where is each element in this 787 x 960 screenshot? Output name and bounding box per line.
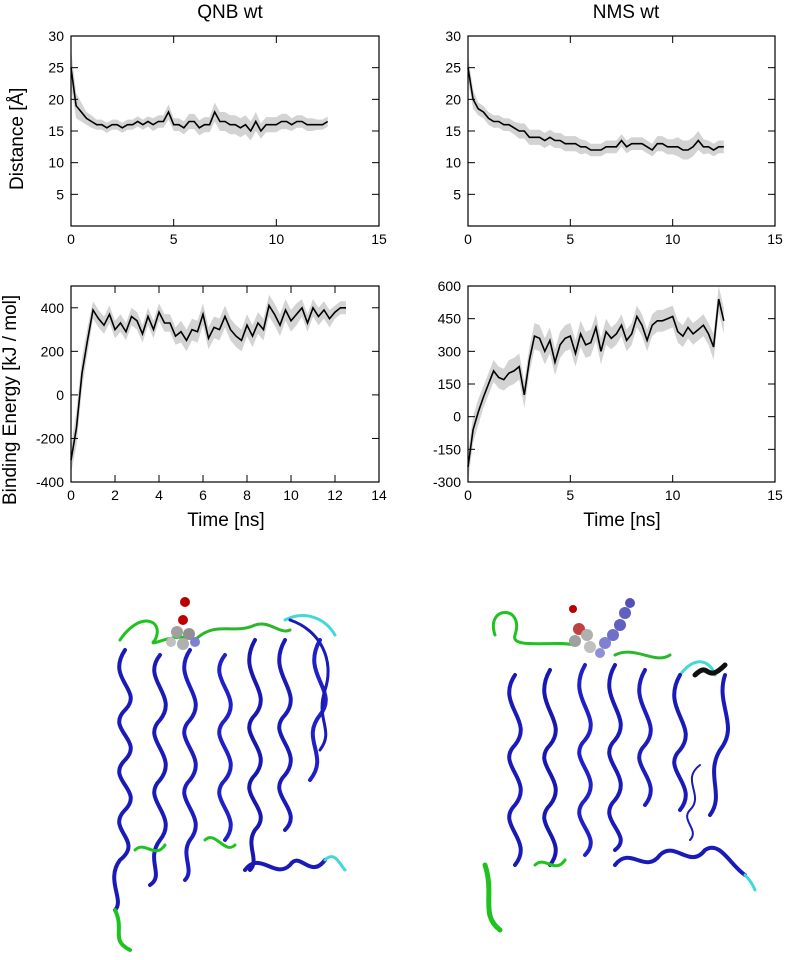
y-tick-label: 15 <box>48 123 64 139</box>
x-tick-label: 0 <box>464 231 472 247</box>
x-tick-label: 0 <box>67 487 75 503</box>
y-tick-label: 400 <box>41 300 65 316</box>
x-tick-label: 0 <box>67 231 75 247</box>
protein-structure-qnb-image <box>112 597 347 952</box>
chart-3: 0 2 4 6 8 10 12 14 -400 -200 0 200 400 <box>36 285 387 503</box>
chart-4: 0 5 10 15 -300 -150 0 150 300 450 600 <box>433 278 783 503</box>
ylabel-distance: Distance [Å] <box>7 87 28 190</box>
series-line <box>70 67 329 133</box>
x-tick-label: 15 <box>767 231 783 247</box>
x-tick-label: 10 <box>665 487 681 503</box>
y-tick-label: 25 <box>48 60 64 76</box>
std-band <box>71 294 346 474</box>
y-tick-label: 10 <box>48 155 64 171</box>
y-tick-label: 450 <box>438 311 462 327</box>
y-tick-label: 15 <box>445 123 461 139</box>
x-tick-label: 5 <box>566 231 574 247</box>
series-line <box>467 67 724 152</box>
x-tick-label: 12 <box>327 487 343 503</box>
y-tick-label: 10 <box>445 155 461 171</box>
x-tick-label: 5 <box>170 231 178 247</box>
std-band <box>71 48 328 141</box>
y-tick-label: 5 <box>453 186 461 202</box>
std-band <box>468 286 724 482</box>
xlabel-time-right: Time [ns] <box>583 510 661 531</box>
x-tick-label: 15 <box>767 487 783 503</box>
x-tick-label: 8 <box>243 487 251 503</box>
chart-1: 0 5 10 15 5 10 15 20 25 30 <box>48 28 387 247</box>
protein-structure-nms-image <box>482 598 757 933</box>
y-tick-label: 0 <box>56 387 64 403</box>
chart-title-nms: NMS wt <box>592 2 660 23</box>
x-tick-label: 15 <box>371 231 387 247</box>
y-tick-label: 20 <box>445 91 461 107</box>
y-tick-label: -300 <box>433 474 461 490</box>
x-tick-label: 10 <box>283 487 299 503</box>
y-tick-label: 300 <box>438 343 462 359</box>
y-tick-label: -400 <box>36 474 64 490</box>
y-tick-label: 200 <box>41 343 65 359</box>
y-tick-label: 30 <box>48 28 64 44</box>
y-tick-label: 600 <box>438 278 462 294</box>
x-tick-label: 5 <box>566 487 574 503</box>
y-tick-label: 25 <box>445 60 461 76</box>
x-tick-label: 0 <box>464 487 472 503</box>
series-line <box>467 298 725 467</box>
plot-frame <box>70 285 380 483</box>
x-tick-label: 14 <box>371 487 387 503</box>
x-tick-label: 4 <box>155 487 163 503</box>
chart-title-qnb: QNB wt <box>197 2 263 23</box>
ylabel-binding-energy: Binding Energy [kJ / mol] <box>0 294 21 505</box>
y-tick-label: 0 <box>453 409 461 425</box>
y-tick-label: 30 <box>445 28 461 44</box>
y-tick-label: -150 <box>433 441 461 457</box>
x-tick-label: 2 <box>111 487 119 503</box>
x-tick-label: 6 <box>199 487 207 503</box>
x-tick-label: 10 <box>269 231 285 247</box>
series-line <box>70 303 346 461</box>
chart-2: 0 5 10 15 5 10 15 20 25 30 <box>445 28 783 247</box>
y-tick-label: 5 <box>56 186 64 202</box>
y-tick-label: -200 <box>36 430 64 446</box>
x-tick-label: 10 <box>665 231 681 247</box>
y-tick-label: 150 <box>438 376 462 392</box>
std-band <box>468 55 724 160</box>
xlabel-time-left: Time [ns] <box>187 510 265 531</box>
y-tick-label: 20 <box>48 91 64 107</box>
